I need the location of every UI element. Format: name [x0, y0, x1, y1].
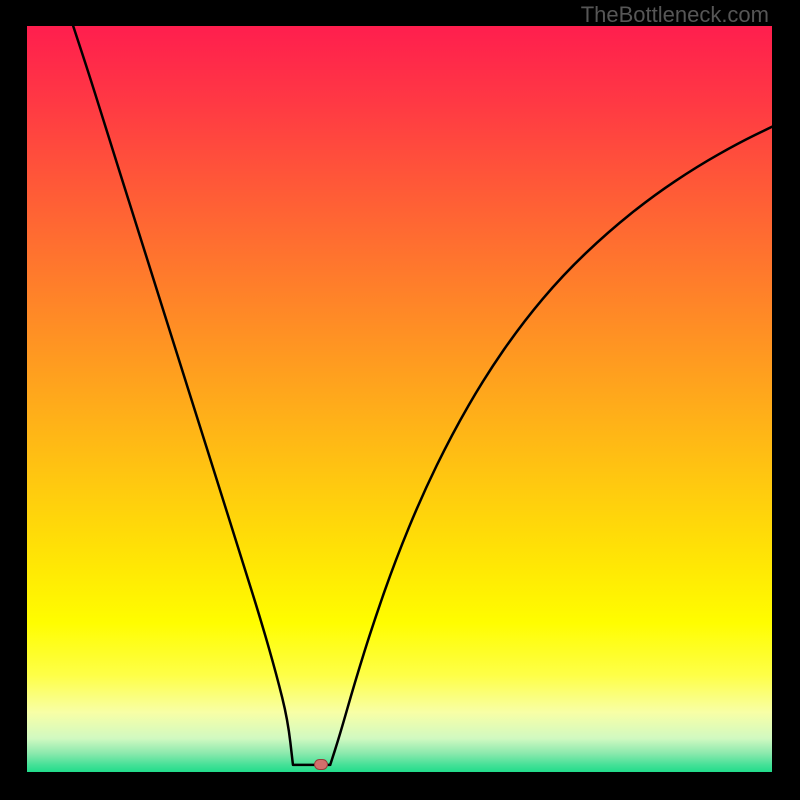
chart-container: TheBottleneck.com	[0, 0, 800, 800]
watermark-text: TheBottleneck.com	[581, 2, 769, 28]
plot-area	[27, 26, 772, 772]
curve-svg	[27, 26, 772, 772]
bottleneck-curve	[73, 26, 772, 765]
minimum-marker	[314, 759, 328, 770]
watermark-label: TheBottleneck.com	[581, 2, 769, 27]
